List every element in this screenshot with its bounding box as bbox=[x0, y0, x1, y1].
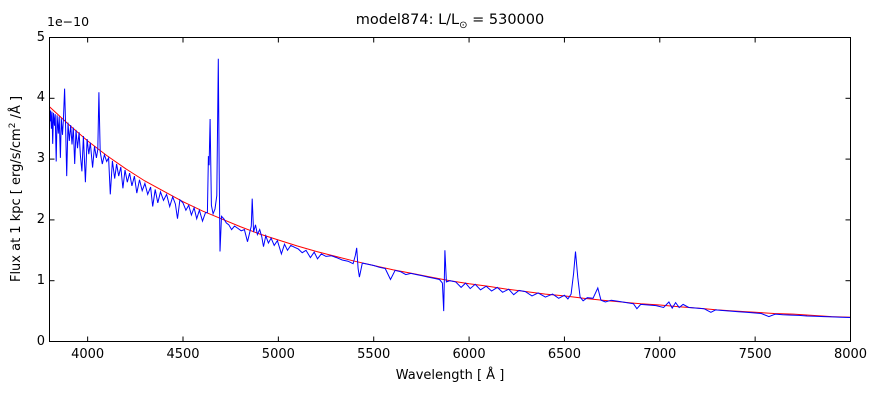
x-tick-label: 6500 bbox=[547, 347, 581, 362]
x-tick-label: 4500 bbox=[166, 347, 200, 362]
y-axis-offset-text: 1e−10 bbox=[47, 14, 90, 29]
sun-symbol: ⊙ bbox=[459, 19, 468, 31]
continuum-fit-line bbox=[49, 106, 851, 318]
plot-title: model874: L/L⊙ = 530000 bbox=[356, 12, 545, 31]
x-tick-label: 6000 bbox=[452, 347, 486, 362]
y-tick-label: 1 bbox=[36, 272, 45, 288]
x-tick-label: 4000 bbox=[71, 347, 105, 362]
x-tick-label: 8000 bbox=[833, 347, 868, 362]
x-tick-label: 5500 bbox=[357, 347, 391, 362]
plot-title-value: = 530000 bbox=[467, 12, 545, 28]
y-tick-label: 4 bbox=[36, 90, 45, 106]
y-tick-label: 3 bbox=[36, 151, 45, 167]
x-tick-label: 5000 bbox=[261, 347, 295, 362]
axes-frame bbox=[49, 37, 851, 342]
model-spectrum-line bbox=[49, 58, 851, 318]
y-tick-label: 2 bbox=[36, 211, 45, 227]
y-tick-label: 0 bbox=[36, 333, 45, 349]
plot-title-text: model874: L/L bbox=[355, 12, 460, 28]
y-axis-label: Flux at 1 kpc [ erg/s/cm2 /Å ] bbox=[7, 95, 25, 283]
x-axis-label: Wavelength [ Å ] bbox=[395, 368, 505, 383]
x-tick-label: 7500 bbox=[738, 347, 772, 362]
y-tick-label: 5 bbox=[36, 29, 45, 45]
x-tick-label: 7000 bbox=[643, 347, 677, 362]
